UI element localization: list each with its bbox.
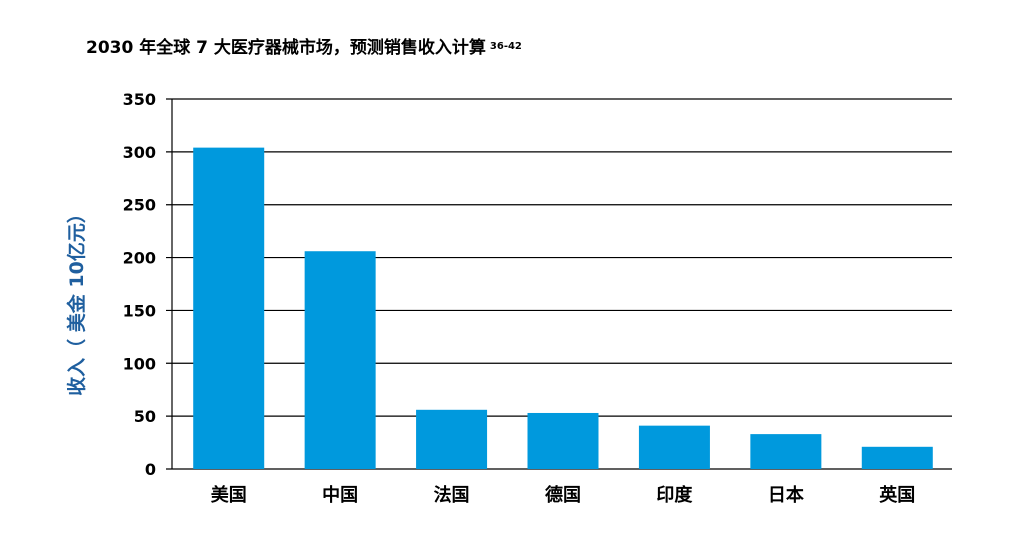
y-tick-label: 50 [134,407,156,426]
x-category-label: 德国 [545,484,581,506]
chart-title: 2030 年全球 7 大医疗器械市场，预测销售收入计算 36-42 [86,33,522,58]
x-category-labels: 美国 中国 法国 德国 印度 日本 英国 [211,484,916,506]
y-tick-label: 250 [123,196,156,215]
x-category-label: 印度 [656,484,693,506]
bar [638,425,710,469]
gridlines [166,98,952,470]
bar [416,409,488,469]
bars [193,147,933,469]
bar [527,412,599,469]
bar [750,434,822,469]
y-tick-labels: 0 50 100 150 200 250 300 350 [123,90,156,479]
y-axis-label: 收入（ 美金 10亿元） [65,204,88,396]
bar [193,147,265,469]
bar [304,251,376,469]
y-tick-label: 0 [145,460,156,479]
y-tick-label: 100 [123,354,156,373]
bar [861,446,933,469]
y-tick-label: 350 [123,90,156,109]
y-tick-label: 300 [123,143,156,162]
y-tick-label: 200 [123,249,156,268]
x-category-label: 中国 [322,484,358,506]
chart-title-text: 2030 年全球 7 大医疗器械市场，预测销售收入计算 [86,38,486,58]
x-category-label: 日本 [768,484,804,506]
x-category-label: 英国 [878,484,915,506]
chart-title-superscript: 36-42 [489,41,522,52]
x-category-label: 法国 [434,484,470,506]
y-tick-label: 150 [123,301,156,320]
x-category-label: 美国 [211,484,247,506]
